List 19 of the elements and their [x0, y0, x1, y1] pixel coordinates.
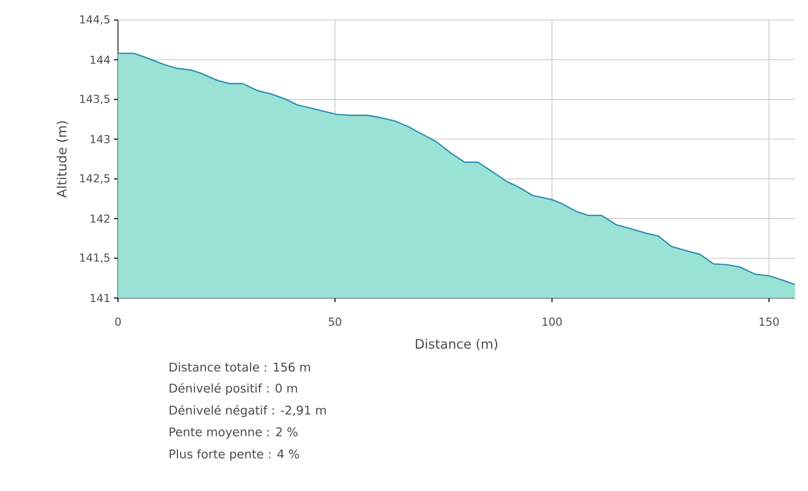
text: Distance totale : 156 m — [170, 362, 310, 372]
text: Dénivelé positif : 0 m — [170, 382, 297, 396]
y-tick-label: 143,5 — [80, 94, 110, 104]
y-tick-label: 143 — [90, 134, 110, 144]
x-tick-label: 50 — [328, 318, 342, 326]
y-tick-label: 144,5 — [80, 15, 110, 25]
y-tick-label: 142 — [90, 214, 110, 223]
x-tick-label: 0 — [115, 318, 121, 326]
y-tick-label: 144 — [90, 56, 110, 64]
x-tick-label: 150 — [760, 318, 779, 326]
text: Plus forte pente : 4 % — [170, 449, 300, 461]
y-axis-title: Altitude (m) — [56, 121, 68, 198]
y-tick-label: 141 — [90, 294, 110, 302]
x-axis-title: Distance (m) — [416, 338, 498, 350]
y-tick-label: 142,5 — [80, 174, 110, 184]
y-tick-label: 141,5 — [80, 254, 110, 263]
text: Dénivelé négatif : -2,91 m — [170, 404, 326, 418]
text: Pente moyenne : 2 % — [170, 427, 298, 439]
x-tick-label: 100 — [542, 318, 562, 326]
